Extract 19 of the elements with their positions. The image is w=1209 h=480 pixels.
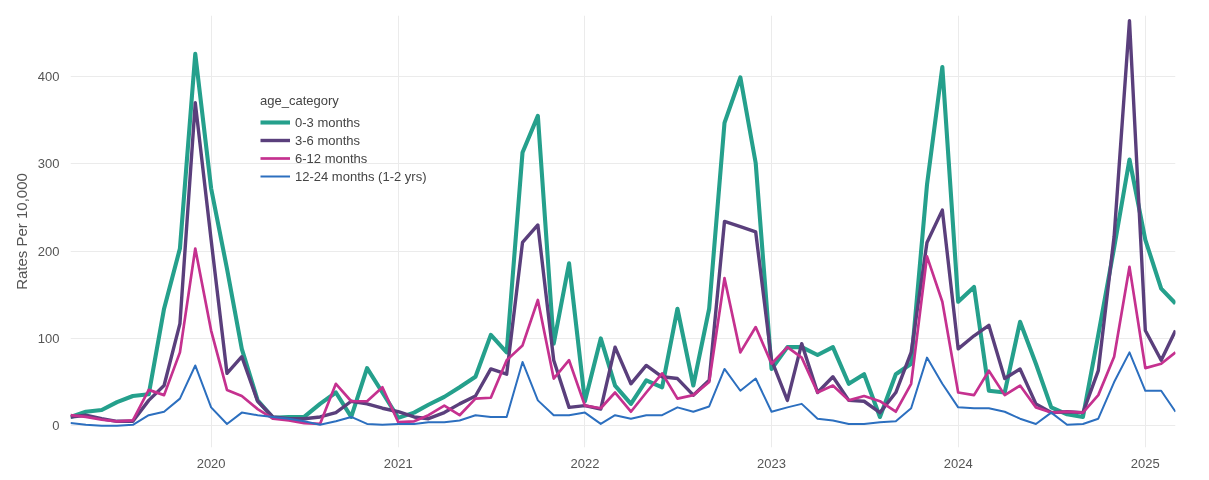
y-tick-label: 0 — [52, 418, 60, 434]
x-tick-label: 2021 — [383, 455, 413, 471]
x-tick-label: 2025 — [1130, 455, 1160, 471]
y-tick-label: 200 — [37, 243, 60, 259]
y-tick-label: 400 — [37, 69, 60, 85]
x-tick-label: 2024 — [943, 455, 973, 471]
legend-label: 3-6 months — [295, 131, 361, 149]
legend-label: 12-24 months (1-2 yrs) — [295, 167, 427, 185]
y-tick-label: 300 — [37, 156, 60, 172]
line-series — [70, 247, 1176, 426]
legend-title: age_category — [260, 93, 340, 108]
x-tick-label: 2020 — [196, 455, 226, 471]
y-axis-title: Rates Per 10,000 — [12, 173, 30, 290]
line-series — [70, 351, 1176, 427]
legend-label: 6-12 months — [295, 149, 368, 167]
x-tick-label: 2022 — [570, 455, 600, 471]
x-tick-label: 2023 — [757, 455, 787, 471]
legend-label: 0-3 months — [295, 113, 361, 131]
y-tick-label: 100 — [37, 330, 60, 346]
